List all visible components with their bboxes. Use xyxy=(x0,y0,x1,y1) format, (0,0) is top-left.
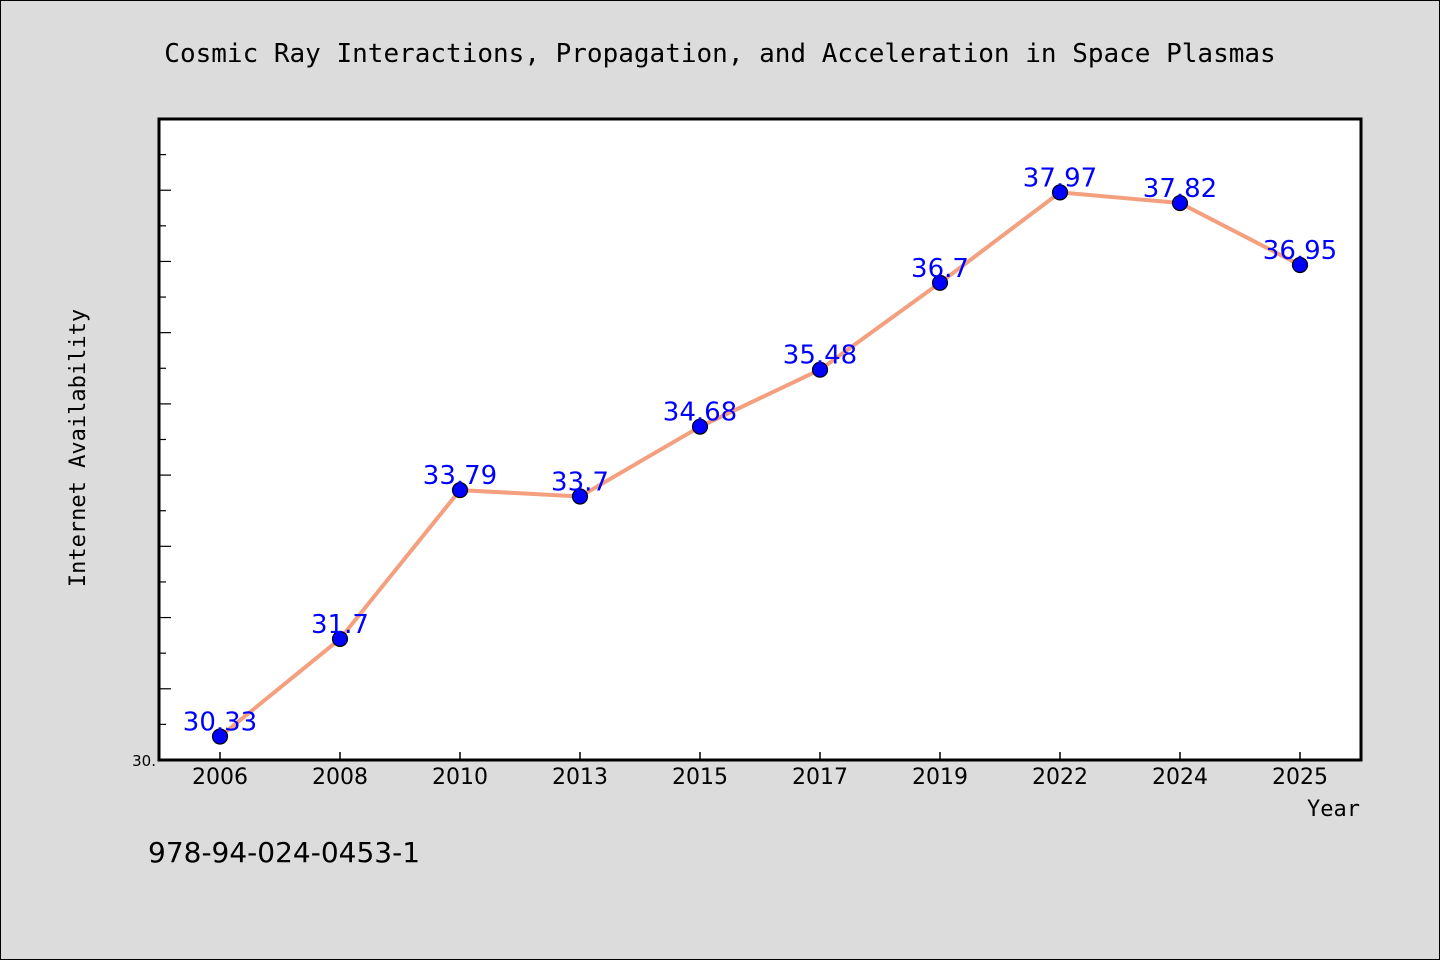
data-label: 30.33 xyxy=(183,707,257,737)
y-tick-label: 30. xyxy=(132,752,156,770)
plot-area xyxy=(157,117,1363,762)
x-tick-label: 2010 xyxy=(432,765,488,790)
data-point xyxy=(451,481,469,499)
x-tick-label: 2022 xyxy=(1032,765,1088,790)
data-labels: 30.33 31.7 33.79 33.7 34.68 35.48 36.7 37.97 37.… xyxy=(183,163,1337,737)
chart-title: Cosmic Ray Interactions, Propagation, an… xyxy=(164,39,1275,69)
data-label: 37.82 xyxy=(1143,174,1217,204)
x-tick-label: 2019 xyxy=(912,765,968,790)
data-label: 36.95 xyxy=(1263,236,1337,266)
x-tick-label: 2017 xyxy=(792,765,848,790)
data-label: 37.97 xyxy=(1023,163,1097,193)
x-tick-label: 2006 xyxy=(192,765,248,790)
x-tick-label: 2013 xyxy=(552,765,608,790)
data-label: 36.7 xyxy=(911,254,969,284)
data-label: 35.48 xyxy=(783,341,857,371)
data-label: 33.7 xyxy=(551,467,609,497)
footnote-isbn: 978-94-024-0453-1 xyxy=(148,836,420,869)
data-point xyxy=(1171,194,1189,212)
x-tick-label: 2025 xyxy=(1272,765,1328,790)
data-label: 31.7 xyxy=(311,610,369,640)
x-axis-label: Year xyxy=(1307,797,1360,822)
data-point xyxy=(1291,256,1309,274)
data-point xyxy=(691,418,709,435)
data-point xyxy=(331,630,349,648)
data-point xyxy=(931,274,949,291)
series-line xyxy=(218,190,1301,739)
x-axis-ticks: 2006 2008 2010 2013 2015 2017 2019 2022 2024 2025 xyxy=(192,752,1328,790)
data-point xyxy=(811,361,829,378)
data-point xyxy=(571,488,589,505)
data-label: 33.79 xyxy=(423,461,497,491)
series-layer xyxy=(211,184,1309,745)
data-point xyxy=(211,728,229,745)
data-label: 34.68 xyxy=(663,398,737,428)
x-tick-label: 2024 xyxy=(1152,765,1208,790)
data-point xyxy=(1051,184,1069,201)
y-axis-ticks: 30. xyxy=(132,118,171,770)
x-tick-label: 2008 xyxy=(312,765,368,790)
y-axis-label: Internet Availability xyxy=(66,309,91,587)
x-tick-label: 2015 xyxy=(672,765,728,790)
